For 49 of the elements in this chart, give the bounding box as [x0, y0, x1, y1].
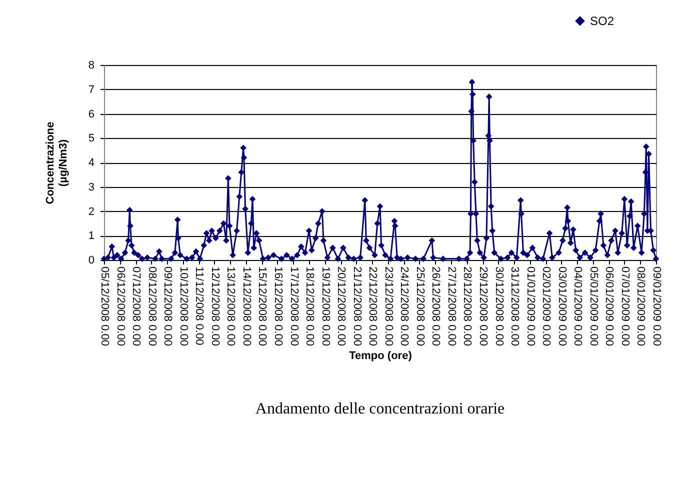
x-tick-label: 22/12/2008 0.00	[366, 266, 379, 346]
x-tick-label: 08/01/2009 0.00	[634, 266, 647, 346]
x-tick-label: 31/12/2008 0.00	[508, 266, 521, 346]
x-tick-label: 14/12/2008 0.00	[240, 266, 252, 346]
x-tick-label: 08/12/2008 0.00	[146, 266, 158, 346]
x-tick-label: 06/01/2009 0.00	[603, 266, 616, 346]
x-tick-label: 10/12/2008 0.00	[177, 266, 190, 346]
y-tick-label: 1	[88, 230, 94, 242]
x-tick-label: 07/01/2009 0.00	[618, 266, 631, 346]
x-tick-label: 03/01/2009 0.00	[556, 266, 568, 346]
x-tick-label: 18/12/2008 0.00	[304, 266, 316, 346]
x-tick-label: 29/12/2008 0.00	[477, 266, 490, 346]
x-tick-label: 28/12/2008 0.00	[461, 266, 474, 346]
legend-label: SO2	[590, 14, 614, 28]
y-tick-label: 7	[88, 84, 94, 96]
y-tick-label: 8	[88, 60, 94, 72]
x-tick-label: 09/01/2009 0.00	[650, 266, 662, 346]
y-tick-label: 6	[88, 108, 94, 120]
x-tick-label: 21/12/2008 0.00	[350, 266, 363, 346]
x-tick-label: 17/12/2008 0.00	[288, 266, 300, 346]
y-tick-label: 0	[88, 254, 94, 266]
y-tick-label: 2	[88, 206, 94, 218]
x-tick-label: 05/01/2009 0.00	[587, 266, 600, 346]
x-tick-label: 15/12/2008 0.00	[256, 266, 268, 346]
x-axis-title: Tempo (ore)	[349, 350, 412, 362]
x-tick-label: 24/12/2008 0.00	[398, 266, 410, 346]
text: Andamento delle concentrazioni orarie	[255, 400, 505, 418]
x-tick-label: 01/01/2009 0.00	[524, 266, 536, 346]
y-tick-label: 5	[88, 132, 94, 145]
x-tick-label: 11/12/2008 0.00	[193, 266, 206, 346]
x-tick-label: 20/12/2008 0.00	[335, 266, 348, 346]
y-tick-label: 3	[88, 181, 94, 194]
y-axis-title: Concentrazione (µg/Nm3)	[44, 122, 70, 204]
x-tick-label: 05/12/2008 0.00	[98, 266, 110, 346]
x-tick-label: 26/12/2008 0.00	[430, 266, 442, 346]
x-tick-label: 13/12/2008 0.00	[224, 266, 237, 346]
x-tick-label: 19/12/2008 0.00	[319, 266, 332, 346]
x-tick-label: 16/12/2008 0.00	[272, 266, 284, 346]
x-tick-label: 23/12/2008 0.00	[382, 266, 394, 346]
x-tick-label: 30/12/2008 0.00	[492, 266, 505, 346]
x-tick-label: 25/12/2008 0.00	[414, 266, 426, 346]
x-tick-label: 02/01/2009 0.00	[540, 266, 552, 346]
x-tick-label: 09/12/2008 0.00	[162, 266, 174, 346]
y-tick-label: 4	[88, 157, 94, 169]
x-tick-label: 27/12/2008 0.00	[445, 266, 458, 346]
x-tick-label: 04/01/2009 0.00	[572, 266, 584, 346]
x-tick-label: 12/12/2008 0.00	[208, 266, 221, 346]
x-tick-label: 07/12/2008 0.00	[130, 266, 142, 346]
x-tick-label: 06/12/2008 0.00	[114, 266, 126, 346]
